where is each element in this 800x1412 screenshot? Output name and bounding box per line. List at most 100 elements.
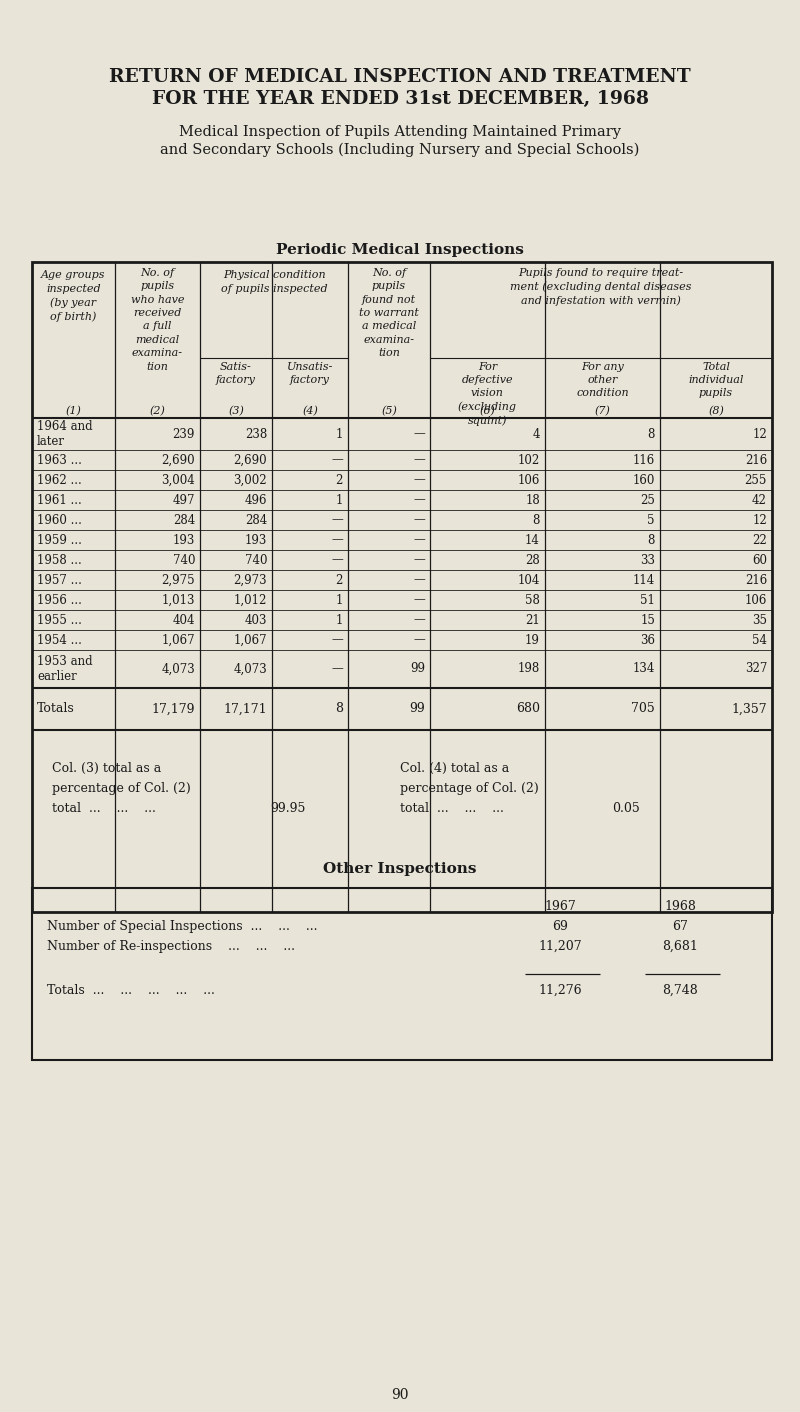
Text: 22: 22 (752, 534, 767, 546)
Text: Pupils found to require treat-
ment (excluding dental diseases
and infestation w: Pupils found to require treat- ment (exc… (510, 268, 692, 306)
Text: 69: 69 (552, 921, 568, 933)
Text: 2: 2 (336, 473, 343, 487)
Text: total  ...    ...    ...: total ... ... ... (52, 802, 156, 815)
Text: 51: 51 (640, 593, 655, 607)
Text: —: — (414, 534, 425, 546)
Text: 116: 116 (633, 453, 655, 466)
Text: 134: 134 (633, 662, 655, 675)
Text: 216: 216 (745, 453, 767, 466)
Text: —: — (414, 593, 425, 607)
Text: 1,357: 1,357 (731, 703, 767, 716)
Text: 99.95: 99.95 (270, 802, 306, 815)
Text: —: — (331, 514, 343, 527)
Text: 25: 25 (640, 494, 655, 507)
Text: 28: 28 (526, 554, 540, 566)
Text: 4: 4 (533, 428, 540, 441)
Text: 160: 160 (633, 473, 655, 487)
Text: 114: 114 (633, 573, 655, 586)
Text: 1967: 1967 (544, 899, 576, 914)
Text: 497: 497 (173, 494, 195, 507)
Text: 403: 403 (245, 613, 267, 627)
Text: Unsatis-
factory: Unsatis- factory (287, 361, 333, 385)
Text: 1: 1 (336, 428, 343, 441)
Text: 2,973: 2,973 (234, 573, 267, 586)
Text: 1962 ...: 1962 ... (37, 473, 82, 487)
Text: 1: 1 (336, 613, 343, 627)
Text: 740: 740 (245, 554, 267, 566)
Text: (7): (7) (594, 407, 610, 417)
Text: —: — (331, 534, 343, 546)
Text: 2,975: 2,975 (162, 573, 195, 586)
Text: Total
individual
pupils: Total individual pupils (688, 361, 744, 398)
Text: 102: 102 (518, 453, 540, 466)
Text: 104: 104 (518, 573, 540, 586)
Text: 404: 404 (173, 613, 195, 627)
Text: 1964 and
later: 1964 and later (37, 419, 93, 448)
Text: (4): (4) (302, 407, 318, 417)
Text: (2): (2) (150, 407, 166, 417)
Text: 3,004: 3,004 (162, 473, 195, 487)
Text: 8,748: 8,748 (662, 984, 698, 997)
Text: 67: 67 (672, 921, 688, 933)
Text: 1,013: 1,013 (162, 593, 195, 607)
Text: —: — (414, 514, 425, 527)
Text: 2,690: 2,690 (234, 453, 267, 466)
Text: 60: 60 (752, 554, 767, 566)
Text: 496: 496 (245, 494, 267, 507)
Text: Medical Inspection of Pupils Attending Maintained Primary: Medical Inspection of Pupils Attending M… (179, 126, 621, 138)
Text: No. of
pupils
found not
to warrant
a medical
examina-
tion: No. of pupils found not to warrant a med… (359, 268, 419, 359)
Text: 11,276: 11,276 (538, 984, 582, 997)
Text: 5: 5 (647, 514, 655, 527)
Text: percentage of Col. (2): percentage of Col. (2) (52, 782, 190, 795)
Text: 327: 327 (745, 662, 767, 675)
Text: 1: 1 (336, 593, 343, 607)
Text: (8): (8) (708, 407, 724, 417)
Text: RETURN OF MEDICAL INSPECTION AND TREATMENT: RETURN OF MEDICAL INSPECTION AND TREATME… (109, 68, 691, 86)
Text: (6): (6) (479, 407, 495, 417)
Text: (3): (3) (228, 407, 244, 417)
Text: 8: 8 (533, 514, 540, 527)
Text: Totals  ...    ...    ...    ...    ...: Totals ... ... ... ... ... (47, 984, 215, 997)
Text: 740: 740 (173, 554, 195, 566)
Text: 2: 2 (336, 573, 343, 586)
Text: —: — (414, 428, 425, 441)
Text: 33: 33 (640, 554, 655, 566)
Text: —: — (414, 573, 425, 586)
Text: 1,012: 1,012 (234, 593, 267, 607)
Text: —: — (331, 453, 343, 466)
Bar (32, 263, 772, 912)
Text: —: — (414, 453, 425, 466)
Text: 21: 21 (526, 613, 540, 627)
Text: 2,690: 2,690 (162, 453, 195, 466)
Text: 14: 14 (525, 534, 540, 546)
Text: 12: 12 (752, 428, 767, 441)
Text: Periodic Medical Inspections: Periodic Medical Inspections (276, 243, 524, 257)
Text: 1968: 1968 (664, 899, 696, 914)
Text: —: — (331, 554, 343, 566)
Text: 8,681: 8,681 (662, 940, 698, 953)
Text: —: — (414, 634, 425, 647)
Text: 0.05: 0.05 (612, 802, 640, 815)
Text: 1958 ...: 1958 ... (37, 554, 82, 566)
Text: —: — (331, 634, 343, 647)
Text: percentage of Col. (2): percentage of Col. (2) (400, 782, 538, 795)
Text: 193: 193 (173, 534, 195, 546)
Text: Col. (3) total as a: Col. (3) total as a (52, 762, 162, 775)
Text: 216: 216 (745, 573, 767, 586)
Text: 3,002: 3,002 (234, 473, 267, 487)
Text: and Secondary Schools (Including Nursery and Special Schools): and Secondary Schools (Including Nursery… (160, 143, 640, 157)
Text: Number of Special Inspections  ...    ...    ...: Number of Special Inspections ... ... ..… (47, 921, 318, 933)
Text: 1954 ...: 1954 ... (37, 634, 82, 647)
Text: (5): (5) (381, 407, 397, 417)
Text: For
defective
vision
(excluding
squint): For defective vision (excluding squint) (458, 361, 517, 426)
Text: Totals: Totals (37, 703, 74, 716)
Text: 54: 54 (752, 634, 767, 647)
Text: 1,067: 1,067 (162, 634, 195, 647)
Text: 99: 99 (410, 703, 425, 716)
Text: 680: 680 (516, 703, 540, 716)
Text: No. of
pupils
who have
received
a full
medical
examina-
tion: No. of pupils who have received a full m… (130, 268, 184, 371)
Text: 36: 36 (640, 634, 655, 647)
Text: 12: 12 (752, 514, 767, 527)
Text: For any
other
condition: For any other condition (576, 361, 629, 398)
Text: 99: 99 (410, 662, 425, 675)
